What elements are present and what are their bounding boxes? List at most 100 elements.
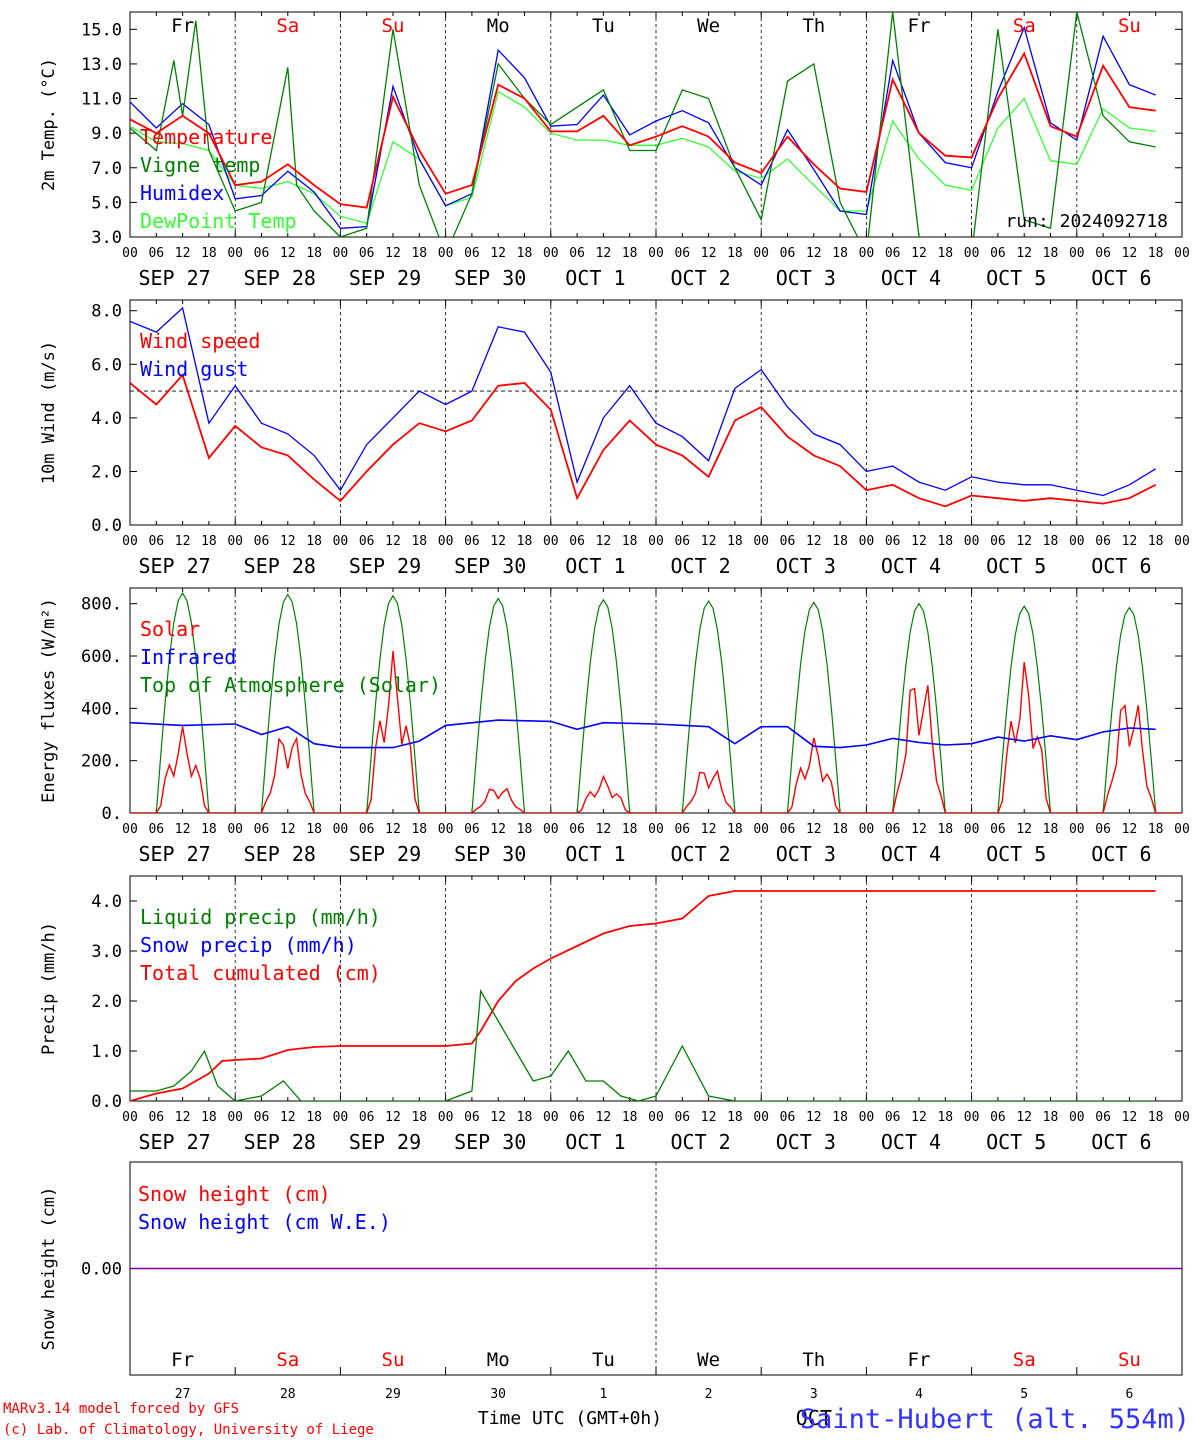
data-layer xyxy=(130,306,1157,508)
date-label: OCT 6 xyxy=(1091,1130,1151,1154)
hour-label: 06 xyxy=(359,822,375,837)
hour-label: 12 xyxy=(806,534,822,549)
hour-label: 18 xyxy=(1148,246,1164,261)
hour-label: 06 xyxy=(254,822,270,837)
hour-label: 00 xyxy=(1174,822,1190,837)
panel-energy: 0. 200. 400. 600. 800. Energy fluxes (W/m²) So… xyxy=(39,587,1190,866)
hour-label: 12 xyxy=(175,1110,191,1125)
day-number: 4 xyxy=(915,1387,923,1402)
hour-label: 12 xyxy=(701,534,717,549)
hour-label: 12 xyxy=(175,246,191,261)
legend-entry: Top of Atmosphere (Solar) xyxy=(140,673,441,697)
date-label: SEP 27 xyxy=(138,554,210,578)
series-dewpoint-temp xyxy=(130,90,1156,224)
hour-label: 18 xyxy=(517,246,533,261)
hour-label: 18 xyxy=(1043,1110,1059,1125)
legend-entry: Temperature xyxy=(140,125,272,149)
date-label: SEP 30 xyxy=(454,554,526,578)
date-label: OCT 5 xyxy=(986,266,1046,290)
hour-label: 12 xyxy=(385,246,401,261)
legend-entry: Snow precip (mm/h) xyxy=(140,933,357,957)
date-label: OCT 1 xyxy=(565,554,625,578)
day-name: Fr xyxy=(908,1349,931,1371)
hour-label: 00 xyxy=(859,822,875,837)
day-name: Su xyxy=(382,15,405,37)
hour-label: 12 xyxy=(1016,246,1032,261)
panel-wind: 0.0 2.0 4.0 6.0 8.0 10m Wind (m/s) Wind speed W… xyxy=(39,299,1190,578)
hour-label: 18 xyxy=(832,246,848,261)
date-label: OCT 5 xyxy=(986,554,1046,578)
day-number: 28 xyxy=(280,1387,296,1402)
hour-label: 00 xyxy=(438,246,454,261)
hour-label: 00 xyxy=(1069,1110,1085,1125)
hour-label: 18 xyxy=(1148,534,1164,549)
hour-label: 00 xyxy=(122,822,138,837)
hour-label: 00 xyxy=(333,246,349,261)
y-tick-label: 2.0 xyxy=(91,992,122,1012)
y-tick-label: 600. xyxy=(81,647,122,667)
day-name: Fr xyxy=(171,15,194,37)
hour-label: 12 xyxy=(280,534,296,549)
y-tick-label: 5.0 xyxy=(91,193,122,213)
panel-temp: 3.0 5.0 7.0 9.0 11.0 13.0 15.0 2m Temp. (°C) Tem… xyxy=(39,11,1190,290)
legend-entry: Liquid precip (mm/h) xyxy=(140,905,381,929)
hour-label: 12 xyxy=(701,822,717,837)
date-label: OCT 4 xyxy=(881,554,941,578)
hour-label: 12 xyxy=(1016,1110,1032,1125)
hour-label: 00 xyxy=(1069,534,1085,549)
hour-label: 06 xyxy=(569,246,585,261)
day-name: Tu xyxy=(592,1349,615,1371)
day-number: 6 xyxy=(1125,1387,1133,1402)
hour-label: 06 xyxy=(885,1110,901,1125)
legend-entry: Snow height (cm W.E.) xyxy=(138,1210,391,1234)
hour-label: 12 xyxy=(280,1110,296,1125)
hour-label: 18 xyxy=(517,1110,533,1125)
y-axis-label: Precip (mm/h) xyxy=(39,922,59,1055)
y-tick-label: 400. xyxy=(81,699,122,719)
hour-label: 06 xyxy=(990,1110,1006,1125)
hour-label: 00 xyxy=(227,246,243,261)
hour-label: 00 xyxy=(859,246,875,261)
hour-label: 18 xyxy=(832,1110,848,1125)
hour-label: 00 xyxy=(543,534,559,549)
hour-label: 00 xyxy=(859,534,875,549)
hour-label: 12 xyxy=(911,822,927,837)
date-label: OCT 4 xyxy=(881,266,941,290)
series-wind-gust xyxy=(130,306,1157,497)
hour-label: 06 xyxy=(359,1110,375,1125)
hour-label: 18 xyxy=(727,534,743,549)
hour-label: 06 xyxy=(780,822,796,837)
hour-label: 06 xyxy=(1095,246,1111,261)
day-name: Sa xyxy=(1013,15,1036,37)
hour-label: 18 xyxy=(1043,822,1059,837)
hour-label: 06 xyxy=(148,246,164,261)
hour-label: 18 xyxy=(1148,1110,1164,1125)
hour-label: 18 xyxy=(727,822,743,837)
day-name: Sa xyxy=(276,1349,299,1371)
day-name: Th xyxy=(802,15,825,37)
plot-frame xyxy=(129,11,1183,238)
series-solar xyxy=(130,650,1182,813)
plot-frame xyxy=(129,299,1183,526)
day-number: 5 xyxy=(1020,1387,1028,1402)
y-tick-label: 7.0 xyxy=(91,159,122,179)
y-tick-label: 15.0 xyxy=(81,20,122,40)
hour-label: 18 xyxy=(1043,534,1059,549)
hour-label: 12 xyxy=(1122,534,1138,549)
hour-label: 12 xyxy=(596,1110,612,1125)
hour-label: 12 xyxy=(385,534,401,549)
legend-entry: Total cumulated (cm) xyxy=(140,961,381,985)
date-label: SEP 29 xyxy=(349,1130,421,1154)
hour-label: 06 xyxy=(780,246,796,261)
hour-label: 18 xyxy=(937,534,953,549)
hour-label: 06 xyxy=(464,1110,480,1125)
hour-label: 12 xyxy=(1122,822,1138,837)
hour-label: 00 xyxy=(333,822,349,837)
hour-label: 06 xyxy=(569,534,585,549)
hour-label: 06 xyxy=(1095,534,1111,549)
hour-label: 18 xyxy=(727,1110,743,1125)
hour-label: 18 xyxy=(727,246,743,261)
date-label: OCT 2 xyxy=(670,842,730,866)
hour-label: 12 xyxy=(596,534,612,549)
